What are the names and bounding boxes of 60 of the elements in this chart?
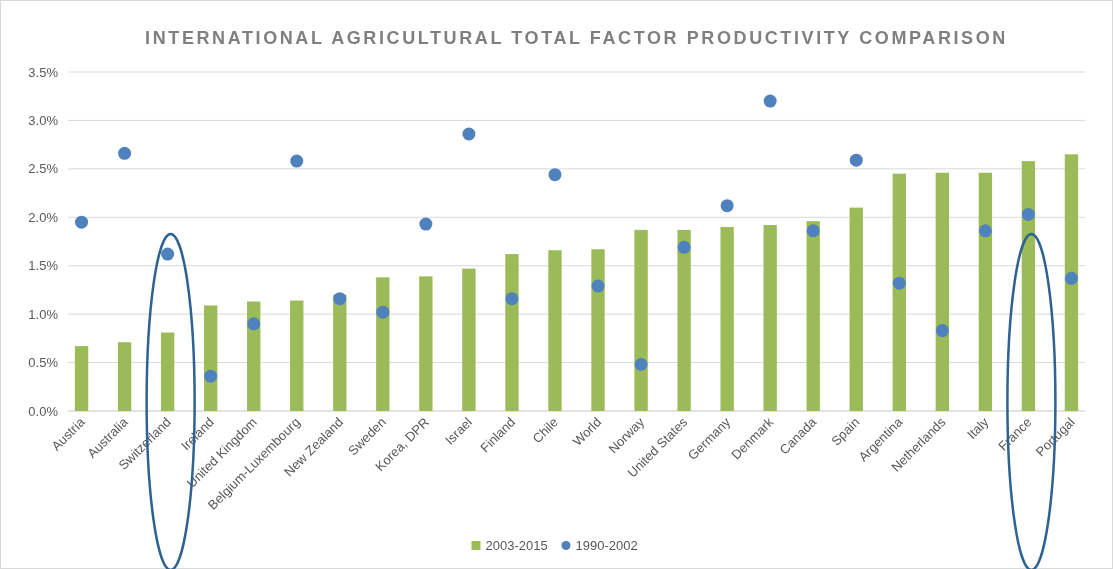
y-tick-label: 3.0% — [28, 112, 59, 128]
point — [419, 217, 433, 231]
point — [161, 247, 175, 261]
bar — [74, 346, 89, 411]
y-tick-label: 3.5% — [28, 64, 59, 80]
bar — [548, 250, 562, 411]
bar — [160, 332, 175, 411]
bar — [849, 207, 863, 411]
point — [118, 146, 132, 160]
y-tick-label: 2.5% — [28, 161, 59, 177]
chart-title: INTERNATIONAL AGRICULTURAL TOTAL FACTOR PRODUCTIVITY COMPARISON — [145, 28, 1008, 48]
point — [591, 279, 605, 293]
bar — [1064, 154, 1079, 411]
bar — [204, 305, 218, 411]
point — [763, 94, 777, 108]
y-tick-label: 0.0% — [28, 403, 59, 419]
y-tick-label: 1.0% — [28, 306, 59, 322]
point — [462, 127, 476, 141]
legend-label: 2003-2015 — [485, 538, 548, 553]
point — [849, 153, 863, 167]
point — [677, 240, 691, 254]
bar — [376, 277, 390, 411]
point — [247, 317, 261, 331]
bar — [1021, 161, 1036, 411]
point — [892, 276, 906, 290]
point — [333, 292, 347, 306]
bar — [763, 225, 777, 411]
point — [806, 224, 820, 238]
point — [75, 215, 89, 229]
bar — [634, 229, 648, 411]
point — [290, 154, 304, 168]
legend-label: 1990-2002 — [575, 538, 638, 553]
bar — [462, 268, 476, 411]
bar — [591, 249, 605, 411]
point — [204, 369, 218, 383]
y-tick-label: 2.0% — [28, 209, 59, 225]
bar — [290, 300, 304, 411]
bar — [978, 172, 993, 411]
bar — [892, 173, 906, 411]
bar — [419, 276, 433, 411]
point — [505, 292, 519, 306]
point — [376, 305, 390, 319]
bar — [806, 221, 820, 411]
y-tick-label: 1.5% — [28, 258, 59, 274]
point — [634, 358, 648, 372]
point — [935, 324, 949, 338]
point — [1021, 207, 1035, 221]
point — [1064, 271, 1078, 285]
point — [548, 168, 562, 182]
bar — [333, 294, 347, 411]
x-tick-label: Italy — [964, 414, 992, 442]
bar — [935, 172, 949, 411]
bar — [505, 254, 519, 411]
bar — [720, 226, 734, 411]
y-tick-label: 0.5% — [28, 355, 59, 371]
bar — [247, 301, 261, 411]
bar — [677, 229, 691, 411]
point — [978, 224, 992, 238]
bar — [117, 342, 132, 411]
point — [720, 199, 734, 213]
